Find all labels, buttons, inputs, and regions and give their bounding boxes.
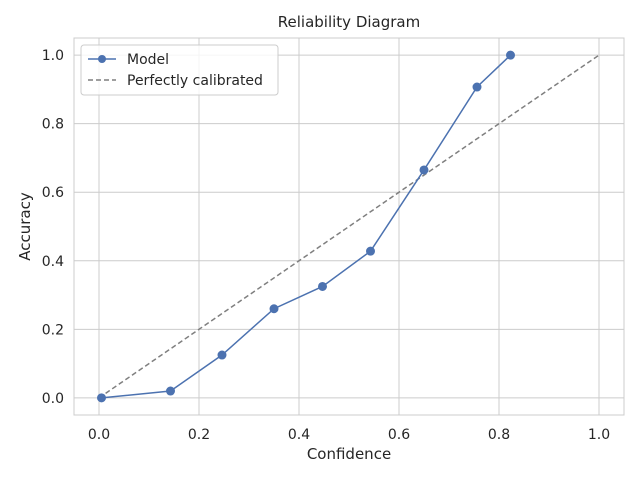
x-tick-label: 0.8	[488, 427, 510, 443]
legend: Model Perfectly calibrated	[80, 44, 279, 96]
legend-label-perfectly-calibrated: Perfectly calibrated	[127, 73, 263, 89]
data-point-model	[366, 246, 375, 256]
data-point-model	[217, 350, 227, 360]
series-line-perfectly-calibrated	[98, 54, 600, 399]
series-layer	[97, 50, 600, 403]
data-point-model	[166, 386, 175, 396]
x-tick-label: 0.0	[88, 427, 110, 443]
y-tick-label: 0.4	[42, 254, 64, 270]
chart-title: Reliability Diagram	[278, 13, 420, 31]
y-tick-label: 1.0	[42, 48, 64, 64]
y-tick-label: 0.8	[42, 117, 64, 133]
x-tick-label: 1.0	[588, 427, 610, 443]
data-point-model	[506, 50, 515, 60]
data-point-model	[472, 82, 482, 92]
legend-box	[80, 44, 279, 96]
legend-marker-model	[98, 55, 106, 63]
y-axis-ticks: 0.0 0.2 0.4 0.6 0.8 1.0	[42, 48, 64, 407]
x-tick-label: 0.4	[288, 427, 310, 443]
data-point-model	[419, 165, 429, 175]
y-axis-label: Accuracy	[16, 192, 34, 261]
x-axis-ticks: 0.0 0.2 0.4 0.6 0.8 1.0	[88, 427, 610, 443]
plot-frame	[73, 37, 625, 416]
x-axis-label: Confidence	[307, 445, 391, 463]
grid	[74, 38, 624, 415]
y-tick-label: 0.0	[42, 391, 64, 407]
y-tick-label: 0.6	[42, 185, 64, 201]
y-tick-label: 0.2	[42, 322, 64, 338]
data-point-model	[97, 393, 106, 403]
x-tick-label: 0.2	[188, 427, 210, 443]
x-tick-label: 0.6	[388, 427, 410, 443]
data-point-model	[269, 304, 279, 314]
legend-label-model: Model	[127, 52, 169, 68]
data-point-model	[318, 281, 327, 291]
